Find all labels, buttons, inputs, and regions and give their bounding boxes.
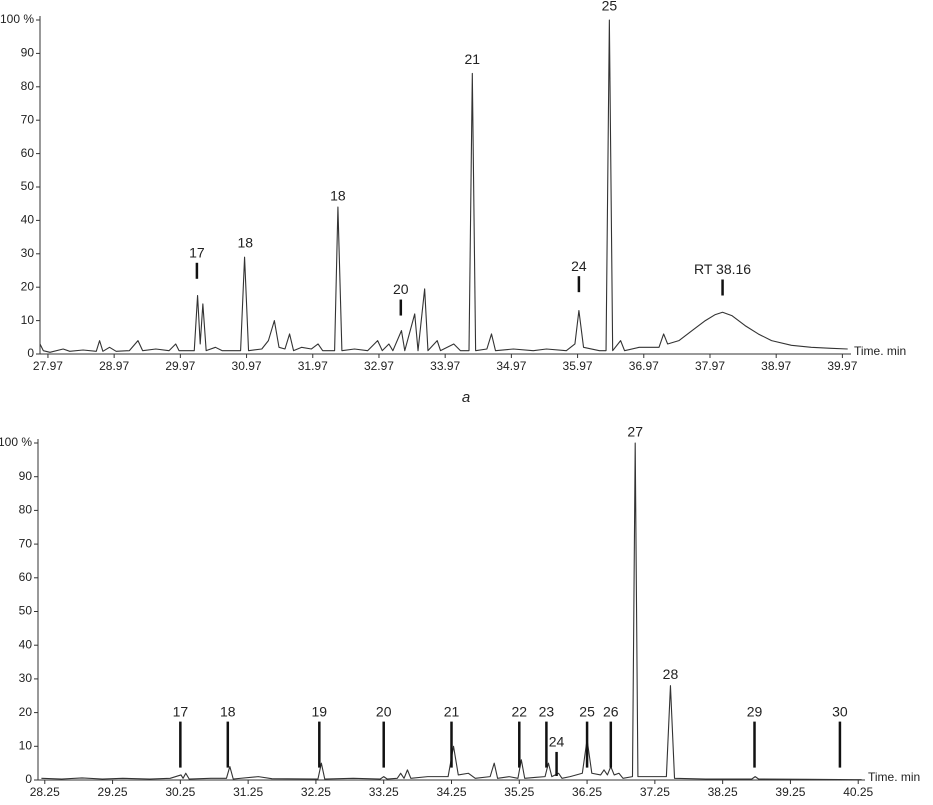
peak-label: 27 bbox=[627, 424, 643, 440]
chromatogram-trace bbox=[39, 19, 848, 353]
y-tick-label: 50 bbox=[19, 604, 33, 618]
x-tick-label: 32.25 bbox=[301, 785, 331, 799]
y-tick-label: 100 % bbox=[0, 12, 34, 26]
x-tick-label: 34.97 bbox=[496, 359, 526, 373]
peak-label: 18 bbox=[237, 234, 253, 250]
peak-label: 25 bbox=[602, 0, 618, 13]
peak-label: 30 bbox=[832, 703, 848, 719]
x-tick-label: 28.97 bbox=[99, 359, 129, 373]
x-tick-label: 40.25 bbox=[843, 785, 873, 799]
peak-label: 18 bbox=[330, 188, 346, 204]
y-tick-label: 90 bbox=[19, 469, 33, 483]
x-tick-label: 35.25 bbox=[504, 785, 534, 799]
peak-label: 20 bbox=[393, 281, 409, 297]
y-tick-label: 90 bbox=[21, 46, 35, 60]
x-axis-label: Time. min bbox=[868, 770, 920, 784]
x-tick-label: 31.97 bbox=[298, 359, 328, 373]
y-tick-label: 50 bbox=[21, 179, 35, 193]
y-tick-label: 100 % bbox=[0, 435, 32, 449]
peak-label: 22 bbox=[511, 703, 527, 719]
x-axis-label: Time. min bbox=[854, 344, 906, 358]
chromatogram-trace bbox=[41, 442, 862, 781]
x-tick-label: 37.25 bbox=[640, 785, 670, 799]
y-tick-label: 0 bbox=[25, 772, 32, 786]
x-tick-label: 30.25 bbox=[165, 785, 195, 799]
x-tick-label: 38.25 bbox=[708, 785, 738, 799]
x-tick-label: 39.25 bbox=[775, 785, 805, 799]
y-tick-label: 20 bbox=[19, 705, 33, 719]
peak-label: 25 bbox=[579, 703, 595, 719]
peak-label: 21 bbox=[465, 51, 481, 67]
peak-label: 24 bbox=[549, 734, 565, 750]
x-tick-label: 37.97 bbox=[695, 359, 725, 373]
x-tick-label: 30.97 bbox=[232, 359, 262, 373]
x-tick-label: 28.25 bbox=[30, 785, 60, 799]
x-tick-label: 33.97 bbox=[430, 359, 460, 373]
x-tick-label: 34.25 bbox=[436, 785, 466, 799]
y-tick-label: 40 bbox=[21, 213, 35, 227]
x-tick-label: 29.25 bbox=[98, 785, 128, 799]
y-tick-label: 10 bbox=[19, 738, 33, 752]
x-tick-label: 29.97 bbox=[165, 359, 195, 373]
y-tick-label: 60 bbox=[21, 146, 35, 160]
y-tick-label: 70 bbox=[19, 536, 33, 550]
y-tick-label: 30 bbox=[21, 246, 35, 260]
peak-label: 20 bbox=[376, 703, 392, 719]
peak-label: 18 bbox=[220, 703, 236, 719]
x-tick-label: 35.97 bbox=[563, 359, 593, 373]
x-tick-label: 32.97 bbox=[364, 359, 394, 373]
peak-label: 17 bbox=[189, 245, 205, 261]
x-tick-label: 36.25 bbox=[572, 785, 602, 799]
x-tick-label: 31.25 bbox=[233, 785, 263, 799]
peak-label: 19 bbox=[312, 703, 328, 719]
peak-label: 24 bbox=[571, 258, 587, 274]
peak-label: 26 bbox=[603, 703, 619, 719]
peak-label: 23 bbox=[539, 703, 555, 719]
y-tick-label: 20 bbox=[21, 279, 35, 293]
x-tick-label: 27.97 bbox=[33, 359, 63, 373]
peak-label: 29 bbox=[747, 703, 763, 719]
x-tick-label: 36.97 bbox=[629, 359, 659, 373]
y-tick-label: 10 bbox=[21, 313, 35, 327]
y-tick-label: 70 bbox=[21, 112, 35, 126]
y-tick-label: 30 bbox=[19, 671, 33, 685]
panel-caption: a bbox=[462, 389, 470, 406]
y-tick-label: 60 bbox=[19, 570, 33, 584]
x-tick-label: 33.25 bbox=[369, 785, 399, 799]
y-tick-label: 80 bbox=[21, 79, 35, 93]
x-tick-label: 38.97 bbox=[761, 359, 791, 373]
peak-label: 28 bbox=[663, 666, 679, 682]
peak-label: 21 bbox=[444, 703, 460, 719]
x-tick-label: 39.97 bbox=[827, 359, 857, 373]
y-tick-label: 40 bbox=[19, 637, 33, 651]
y-tick-label: 0 bbox=[27, 346, 34, 360]
y-tick-label: 80 bbox=[19, 503, 33, 517]
peak-label: 17 bbox=[173, 703, 189, 719]
peak-label: RT 38.16 bbox=[694, 261, 751, 277]
